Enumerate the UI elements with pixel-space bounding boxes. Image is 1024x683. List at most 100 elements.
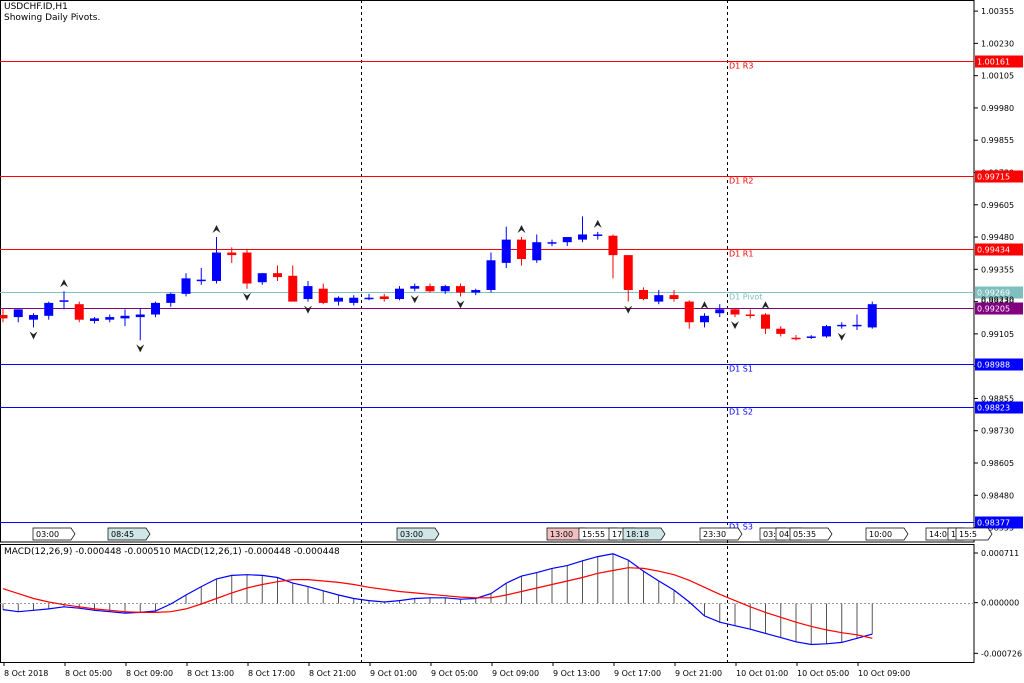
pivot-price-tag-text: 0.99715 xyxy=(977,173,1010,182)
x-axis-tick-label: 8 Oct 05:00 xyxy=(65,669,112,678)
candle-bear xyxy=(273,273,282,278)
pivots-indicator-note: Showing Daily Pivots. xyxy=(4,13,101,23)
candle-bear xyxy=(0,315,8,319)
pivot-price-tag xyxy=(975,55,1023,68)
candle-bull xyxy=(364,297,374,300)
fractal-down-arrow-icon xyxy=(136,344,145,353)
candle-bear xyxy=(608,235,618,256)
candle-bear xyxy=(684,301,694,323)
chart-symbol-title: USDCHF.ID,H1 xyxy=(4,2,68,12)
candle-bull xyxy=(166,293,176,303)
candle-bull xyxy=(501,239,511,263)
candle-bull xyxy=(440,286,450,292)
fractal-down-arrow-icon xyxy=(243,292,251,301)
time-marker-label: 18:18 xyxy=(626,530,649,539)
y-axis-tick-label: 0.98605 xyxy=(981,459,1014,468)
candle-bear xyxy=(761,314,770,329)
candle-bull xyxy=(486,260,496,290)
candle-bull xyxy=(578,234,587,240)
candle-bear xyxy=(456,286,465,293)
candle-bull xyxy=(837,324,847,327)
pivot-level-label: D1 R1 xyxy=(729,250,753,259)
candle-bear xyxy=(425,286,435,292)
pivot-price-tag-text: 0.99434 xyxy=(977,246,1010,255)
fractal-down-arrow-icon xyxy=(304,305,312,314)
candle-bull xyxy=(822,326,831,337)
y-axis-tick-label: 0.99605 xyxy=(981,201,1014,210)
fractal-up-arrow-icon xyxy=(593,219,602,228)
macd-panel-frame xyxy=(0,544,975,663)
time-marker-label: 03:00 xyxy=(400,530,423,539)
candle-bull xyxy=(257,273,267,283)
time-marker xyxy=(865,527,909,541)
time-marker xyxy=(396,527,440,541)
pivot-level-label: D1 S2 xyxy=(729,408,753,417)
pivot-level-label: D1 R2 xyxy=(729,177,753,186)
fractal-up-arrow-icon xyxy=(60,279,68,288)
x-axis-tick-label: 8 Oct 21:00 xyxy=(309,669,356,678)
time-marker xyxy=(789,527,833,541)
y-axis-tick-label: 0.99105 xyxy=(981,330,1014,339)
candle-bear xyxy=(639,289,648,300)
x-axis-tick-label: 9 Oct 09:00 xyxy=(492,669,539,678)
fractal-down-arrow-icon xyxy=(837,332,846,341)
candle-bear xyxy=(730,309,740,315)
pivot-price-tag-text: 0.98377 xyxy=(977,519,1010,528)
candle-bull xyxy=(135,314,145,318)
time-marker xyxy=(32,527,76,541)
x-axis-tick-label: 8 Oct 09:00 xyxy=(126,669,173,678)
y-axis-extra-label: 0.99230 xyxy=(981,296,1014,305)
candle-bear xyxy=(242,252,252,284)
pivot-price-tag-text: 0.99269 xyxy=(977,289,1010,298)
time-marker xyxy=(622,527,666,541)
candle-bear xyxy=(669,295,679,300)
time-marker-label: 23:30 xyxy=(703,530,726,539)
candle-bull xyxy=(44,302,54,316)
candle-bull xyxy=(181,278,191,294)
fractal-down-arrow-icon xyxy=(456,300,465,309)
macd-line xyxy=(2,553,873,646)
y-axis-tick-label: 0.99980 xyxy=(981,104,1014,113)
pivot-level-label: D1 R3 xyxy=(729,62,753,71)
fractal-up-arrow-icon xyxy=(517,225,526,234)
candle-bull xyxy=(151,302,160,315)
macd-header: MACD(12,26,9) -0.000448 -0.000510 MACD(1… xyxy=(4,547,340,557)
candle-bear xyxy=(379,296,389,300)
y-axis-tick-label: 0.99855 xyxy=(981,136,1014,145)
candle-bull xyxy=(700,315,709,323)
time-marker-label: 14:00 xyxy=(929,530,952,539)
candle-bull xyxy=(562,237,572,243)
candle-bull xyxy=(547,242,557,244)
pivot-price-tag xyxy=(975,401,1023,414)
x-axis-tick-label: 8 Oct 2018 xyxy=(4,669,48,678)
time-marker-label: 15:55 xyxy=(582,530,605,539)
candle-bull xyxy=(334,297,343,302)
x-axis-tick-label: 10 Oct 09:00 xyxy=(858,669,910,678)
x-axis-tick-label: 8 Oct 13:00 xyxy=(187,669,234,678)
pivot-price-tag xyxy=(975,516,1023,529)
candle-bull xyxy=(867,304,877,328)
y-axis-tick-label: 0.98480 xyxy=(981,491,1014,500)
candle-bull xyxy=(806,336,816,338)
candle-bear xyxy=(623,255,633,290)
candle-bull xyxy=(395,288,404,300)
candle-bull xyxy=(471,289,481,293)
candle-bear xyxy=(227,252,237,256)
y-axis-tick-label: 0.99480 xyxy=(981,233,1014,242)
candle-bear xyxy=(288,275,298,302)
time-marker xyxy=(107,527,151,541)
candle-bear xyxy=(791,337,801,340)
pivot-price-tag xyxy=(975,358,1023,371)
x-axis-tick-label: 8 Oct 17:00 xyxy=(248,669,295,678)
x-axis-tick-label: 9 Oct 05:00 xyxy=(431,669,478,678)
pivot-price-tag xyxy=(975,286,1023,299)
time-marker-label: 03: xyxy=(763,530,776,539)
time-marker-label: 04: xyxy=(779,530,792,539)
time-marker-label: 10:00 xyxy=(869,530,892,539)
time-marker-label: 1 xyxy=(951,530,956,539)
y-axis-tick-label: 0.98855 xyxy=(981,394,1014,403)
macd-y-axis-tick-label: 0.000000 xyxy=(981,599,1019,608)
candle-bull xyxy=(196,279,206,282)
candle-bull xyxy=(654,295,664,302)
